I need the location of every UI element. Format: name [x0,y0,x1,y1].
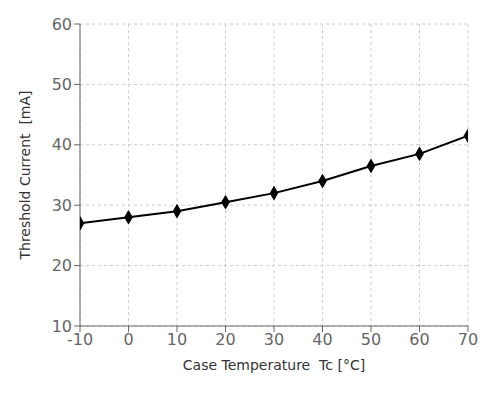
svg-text:40: 40 [52,135,72,154]
svg-text:20: 20 [52,256,72,275]
svg-text:0: 0 [123,330,133,349]
svg-text:30: 30 [264,330,284,349]
svg-text:30: 30 [52,196,72,215]
svg-text:60: 60 [409,330,429,349]
svg-text:10: 10 [167,330,187,349]
svg-text:Threshold Current [mA]: Threshold Current [mA] [17,90,33,260]
svg-text:70: 70 [458,330,478,349]
svg-text:40: 40 [312,330,332,349]
svg-text:20: 20 [215,330,235,349]
svg-text:50: 50 [52,75,72,94]
svg-text:-10: -10 [66,330,94,350]
svg-text:50: 50 [361,330,381,349]
svg-text:60: 60 [52,15,72,34]
svg-text:10: 10 [52,317,72,336]
svg-text:Case Temperature Tc [°C]: Case Temperature Tc [°C] [183,357,365,373]
